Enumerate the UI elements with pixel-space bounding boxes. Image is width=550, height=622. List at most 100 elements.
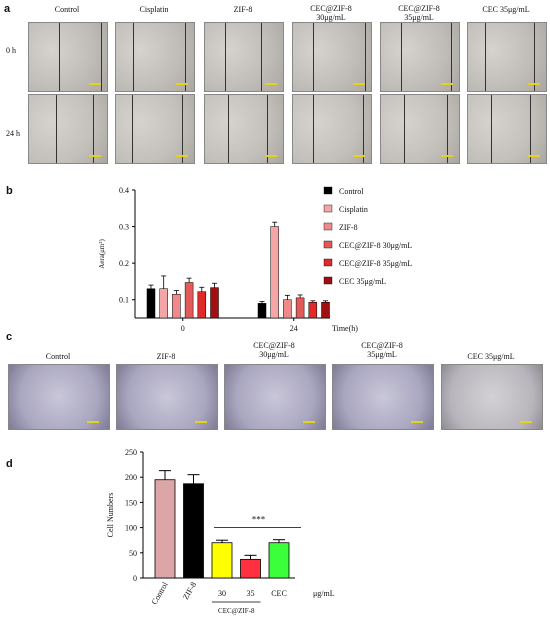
wound-edge-line <box>365 23 366 91</box>
x-axis-label-b: Time(h) <box>332 324 358 333</box>
x-tick-label-d-2: 30 <box>218 589 226 598</box>
legend-label-b-5: CEC 35μg/mL <box>339 277 386 286</box>
col-header-a-3: CEC@ZIF-8 30μg/mL <box>310 4 352 22</box>
bar-b-1-4 <box>308 302 318 319</box>
unit-label-d: μg/mL <box>313 589 335 598</box>
wound-edge-line <box>313 95 314 163</box>
wound-edge-line <box>133 23 134 91</box>
y-tick-label-d: 150 <box>125 498 137 507</box>
y-tick-label-d: 250 <box>125 448 137 457</box>
scale-bar <box>176 83 188 85</box>
bar-b-1-2 <box>283 299 292 319</box>
scale-bar <box>303 421 315 423</box>
y-axis-label-d: Cell Numbers <box>106 493 115 538</box>
wound-edge-line <box>93 95 94 163</box>
wound-edge-line <box>401 23 402 91</box>
panel-letter-a: a <box>4 3 11 15</box>
row-label-0h: 0 h <box>6 46 16 55</box>
x-tick-label-b: 0 <box>181 324 185 333</box>
bar-d-4 <box>268 542 290 579</box>
scratch-image-0h-2 <box>204 22 284 92</box>
scale-bar <box>520 421 532 423</box>
wound-edge-line <box>59 23 60 91</box>
legend-swatch-b-0 <box>323 186 333 195</box>
scratch-image-0h-3 <box>292 22 372 92</box>
transwell-image-2 <box>224 364 326 430</box>
scratch-image-0h-0 <box>28 22 108 92</box>
wound-edge-line <box>447 95 448 163</box>
chart-d: 0 50 100 150 200 250 Cell Numbers Control ZIF-8 3… <box>106 448 335 615</box>
wound-edge-line <box>451 23 452 91</box>
legend-swatch-b-3 <box>323 240 333 249</box>
wound-edge-line <box>267 95 268 163</box>
y-tick-label-d: 100 <box>125 524 137 533</box>
transwell-image-3 <box>332 364 434 430</box>
scale-bar <box>87 421 99 423</box>
x-tick-label-b: 24 <box>290 324 298 333</box>
scale-bar <box>353 83 365 85</box>
col-header-a-0: Control <box>54 5 80 14</box>
scratch-image-0h-1 <box>115 22 195 92</box>
bar-b-1-1 <box>270 226 279 319</box>
wound-edge-line <box>404 95 405 163</box>
scale-bar <box>441 155 453 157</box>
wound-edge-line <box>485 23 486 91</box>
bar-b-0-4 <box>197 291 207 319</box>
bar-d-0 <box>154 479 176 579</box>
transwell-image-1 <box>116 364 218 430</box>
wound-edge-line <box>530 95 531 163</box>
bar-d-1 <box>183 483 204 579</box>
wound-edge-line <box>313 23 314 91</box>
legend-label-b-2: ZIF-8 <box>339 223 358 232</box>
bar-b-0-2 <box>172 293 181 319</box>
legend-swatch-b-1 <box>323 204 333 213</box>
col-header-a-5: CEC 35μg/mL <box>482 5 530 14</box>
bar-b-1-3 <box>295 297 305 319</box>
y-tick-label-d: 50 <box>129 549 137 558</box>
legend-label-b-1: Cisplatin <box>339 205 368 214</box>
wound-edge-line <box>363 95 364 163</box>
wound-edge-line <box>56 95 57 163</box>
scale-bar <box>176 155 188 157</box>
bar-b-0-3 <box>184 282 194 319</box>
chart-b: 0.1 0.2 0.3 0.4 Aera(μm²) 0 24 Time(h) Control Ci… <box>98 186 412 333</box>
x-tick-label-d-1: ZIF-8 <box>181 581 198 602</box>
wound-edge-line <box>182 95 183 163</box>
scale-bar <box>411 421 423 423</box>
wound-edge-line <box>185 23 186 91</box>
y-tick-label-b: 0.1 <box>119 296 129 305</box>
scale-bar <box>265 83 277 85</box>
bar-d-3 <box>240 558 261 579</box>
scratch-image-0h-4 <box>380 22 460 92</box>
row-label-24h: 24 h <box>6 129 20 138</box>
scale-bar <box>89 155 101 157</box>
bar-b-0-1 <box>159 288 168 319</box>
legend-swatch-b-4 <box>323 258 333 267</box>
scratch-image-24h-5 <box>467 94 547 164</box>
wound-edge-line <box>225 23 226 91</box>
legend-swatch-b-5 <box>323 276 333 285</box>
y-tick-label-b: 0.3 <box>119 223 129 232</box>
scale-bar <box>89 83 101 85</box>
col-header-c-4: CEC 35μg/mL <box>467 352 515 361</box>
scale-bar <box>265 155 277 157</box>
scale-bar <box>528 155 540 157</box>
significance-marker-d: *** <box>252 515 266 525</box>
wound-edge-line <box>491 95 492 163</box>
group-label-d: CEC@ZIF-8 <box>218 607 255 615</box>
x-tick-label-d-3: 35 <box>247 589 255 598</box>
col-header-a-1: Cisplatin <box>139 5 169 14</box>
bar-d-2 <box>211 542 233 579</box>
transwell-image-0 <box>8 364 110 430</box>
transwell-image-4 <box>441 364 543 430</box>
wound-edge-line <box>261 23 262 91</box>
y-tick-label-d: 200 <box>125 473 137 482</box>
col-header-c-3: CEC@ZIF-8 35μg/mL <box>361 341 403 359</box>
x-tick-label-d-4: CEC <box>271 589 287 598</box>
y-tick-label-b: 0.4 <box>119 186 129 195</box>
scratch-image-24h-2 <box>204 94 284 164</box>
col-header-a-4: CEC@ZIF-8 35μg/mL <box>398 4 440 22</box>
legend-label-b-3: CEC@ZIF-8 30μg/mL <box>339 241 412 250</box>
col-header-a-2: ZIF-8 <box>233 5 253 14</box>
scale-bar <box>441 83 453 85</box>
